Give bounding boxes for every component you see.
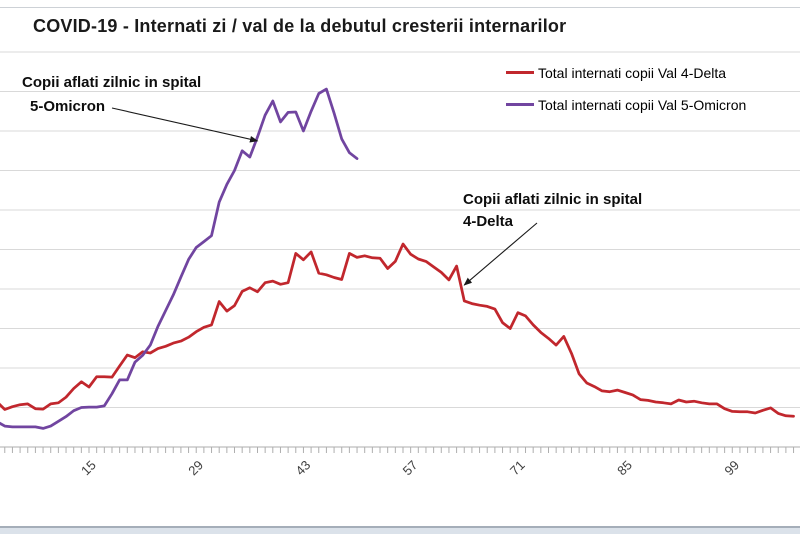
x-axis-labels: 15 29 43 57 71 85 99 [78,457,742,478]
annotation-omicron-line1: Copii aflati zilnic in spital [22,74,202,91]
annotation-omicron-line2: 5-Omicron [30,98,106,115]
x-axis [0,446,800,453]
legend-line-swatch-delta [506,71,534,74]
x-tick-label: 71 [507,457,528,478]
x-tick-label: 85 [614,457,635,478]
legend: Total internati copii Val 4-Delta Total … [506,62,746,115]
series-line-val4-delta [0,242,795,418]
legend-item-val5-omicron: Total internati copii Val 5-Omicron [506,94,746,115]
x-tick-label: 15 [78,457,99,478]
annotation-delta-line2: 4-Delta [463,213,514,230]
x-tick-label: 99 [721,457,742,478]
x-tick-label: 57 [400,457,421,478]
legend-item-val4-delta: Total internati copii Val 4-Delta [506,62,746,83]
page-background-strip [0,526,800,534]
series-line-val5-omicron [0,87,359,430]
legend-label-delta: Total internati copii Val 4-Delta [538,64,727,81]
arrow-to-omicron-line [111,107,259,143]
annotation-arrows [111,107,538,286]
y-gridlines [0,51,800,408]
legend-label-omicron: Total internati copii Val 5-Omicron [538,96,747,113]
arrow-to-delta-line [463,222,538,286]
x-tick-label: 29 [185,457,206,478]
annotation-delta: Copii aflati zilnic in spital 4-Delta [463,189,642,233]
annotation-delta-line1: Copii aflati zilnic in spital [463,191,643,208]
legend-line-swatch-omicron [506,103,534,106]
annotation-omicron: Copii aflati zilnic in spital 5-Omicron [22,71,201,119]
top-border-line [0,7,800,8]
chart-title: COVID-19 - Internati zi / val de la debu… [33,16,567,36]
x-tick-label: 43 [292,457,313,478]
